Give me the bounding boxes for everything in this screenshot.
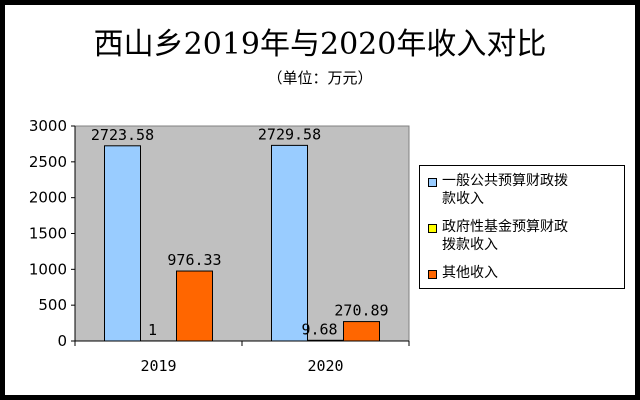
legend-label-line1: 其他收入 <box>442 265 498 281</box>
y-tick-label: 2500 <box>29 153 67 171</box>
data-label: 2729.58 <box>258 125 321 143</box>
bar-chart: 0 500 1000 1500 2000 2500 3000 2723.58 1 976.33 20… <box>29 117 410 375</box>
y-tick-label: 500 <box>38 296 67 314</box>
data-label: 2723.58 <box>91 126 154 144</box>
y-tick-label: 1500 <box>29 225 67 243</box>
x-tick-label: 2020 <box>307 357 343 375</box>
data-label: 976.33 <box>167 251 221 269</box>
legend-label-line2: 拨款收入 <box>442 237 498 253</box>
y-tick-label: 2000 <box>29 189 67 207</box>
legend-swatch-fund-budget <box>428 224 437 233</box>
data-label: 270.89 <box>334 302 388 320</box>
y-tick-label: 0 <box>57 332 67 350</box>
legend: 一般公共预算财政拨 款收入 政府性基金预算财政 拨款收入 其他收入 <box>419 165 625 289</box>
legend-label-line2: 款收入 <box>442 191 484 207</box>
legend-swatch-general-budget <box>428 178 437 187</box>
y-tick-label: 1000 <box>29 260 67 278</box>
bar <box>271 144 308 342</box>
legend-entry-general-budget: 一般公共预算财政拨 款收入 <box>428 172 622 212</box>
bar <box>307 339 344 342</box>
chart-area: 0 500 1000 1500 2000 2500 3000 2723.58 1 976.33 20… <box>5 5 635 395</box>
legend-label-line1: 一般公共预算财政拨 <box>442 173 568 189</box>
data-label: 1 <box>148 321 157 339</box>
bar <box>104 145 141 342</box>
y-tick-label: 3000 <box>29 117 67 135</box>
x-tick-label: 2019 <box>140 357 176 375</box>
data-label: 9.68 <box>301 320 337 338</box>
bar <box>343 321 380 342</box>
legend-entry-other-income: 其他收入 <box>428 264 622 284</box>
chart-subtitle: （单位：万元） <box>267 69 373 87</box>
bar <box>176 270 213 342</box>
legend-entry-fund-budget: 政府性基金预算财政 拨款收入 <box>428 218 622 258</box>
legend-swatch-other-income <box>428 270 437 279</box>
legend-label-line1: 政府性基金预算财政 <box>442 219 568 235</box>
chart-title: 西山乡2019年与2020年收入对比 <box>93 27 547 62</box>
